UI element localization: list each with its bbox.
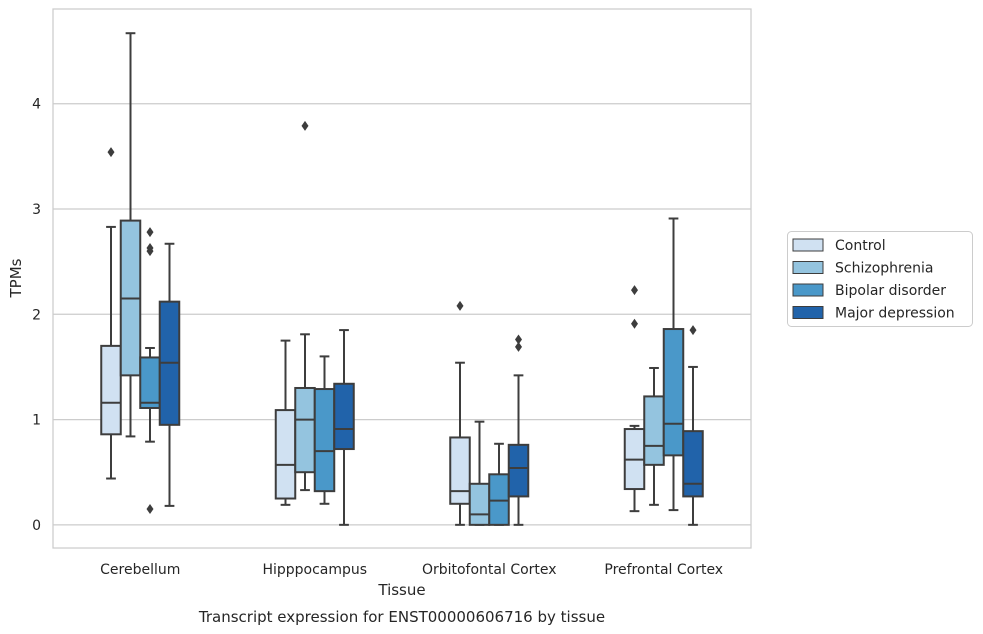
box-3-2 — [662, 217, 685, 512]
box-2-0 — [449, 300, 471, 526]
chart-caption: Transcript expression for ENST0000060671… — [198, 608, 605, 626]
box-body — [507, 443, 530, 498]
x-tick-label-1: Hipppocampus — [262, 562, 367, 578]
box-body — [274, 409, 297, 500]
x-tick-label-3: Prefrontal Cortex — [604, 562, 723, 578]
box-0-1 — [119, 32, 142, 438]
box-body — [313, 388, 336, 493]
x-tick-labels: Cerebellum Hipppocampus Orbitofontal Corte… — [100, 562, 723, 578]
legend-label-3: Major depression — [835, 306, 955, 322]
box-2-2 — [488, 442, 510, 526]
box-body — [488, 473, 510, 526]
plot-frame — [52, 8, 752, 549]
legend-swatch-2 — [792, 283, 824, 297]
box-body — [333, 382, 355, 451]
y-tick-label-4: 4 — [32, 97, 41, 113]
box-2-3 — [507, 334, 530, 526]
y-tick-label-1: 1 — [32, 413, 41, 429]
outlier-0 — [631, 318, 638, 329]
outlier-0 — [107, 147, 115, 158]
outlier-0 — [515, 341, 522, 352]
x-axis-label: Tissue — [377, 581, 425, 599]
box-body — [449, 436, 471, 505]
outlier-2 — [146, 242, 154, 253]
legend-label-2: Bipolar disorder — [835, 283, 946, 299]
x-tick-label-2: Orbitofontal Cortex — [422, 562, 557, 578]
box-body — [100, 344, 122, 436]
x-tick-label-0: Cerebellum — [100, 562, 180, 578]
box-body — [662, 328, 685, 457]
outlier-0 — [301, 120, 309, 131]
box-0-0 — [100, 147, 122, 480]
box-3-3 — [682, 325, 704, 526]
outlier-1 — [515, 334, 522, 345]
box-2-1 — [468, 420, 491, 526]
legend: Control Schizophrenia Bipolar disorder Majo… — [787, 231, 973, 327]
box-body — [682, 430, 704, 498]
box-3-0 — [623, 285, 646, 513]
legend-label-1: Schizophrenia — [835, 261, 933, 277]
outlier-0 — [456, 300, 464, 311]
legend-swatch-3 — [792, 306, 824, 319]
outlier-3 — [146, 227, 154, 238]
box-body — [294, 386, 316, 474]
y-axis-label: TPMs — [7, 258, 25, 298]
outlier-1 — [631, 285, 638, 296]
y-tick-label-2: 2 — [32, 307, 41, 323]
outlier-0 — [689, 325, 697, 336]
y-tick-labels: 0 1 2 3 4 — [32, 97, 41, 534]
box-0-3 — [158, 242, 181, 507]
y-tick-label-0: 0 — [32, 518, 41, 534]
legend-label-0: Control — [835, 238, 886, 254]
legend-frame — [787, 231, 973, 327]
plot-background — [53, 9, 751, 548]
box-1-3 — [333, 329, 355, 526]
box-body — [643, 395, 665, 466]
box-groups — [100, 32, 704, 526]
box-1-0 — [274, 339, 297, 506]
legend-swatch-0 — [792, 238, 824, 252]
outlier-0 — [146, 504, 154, 515]
y-tick-label-3: 3 — [32, 202, 41, 218]
box-body — [468, 482, 491, 526]
legend-swatch-1 — [792, 261, 824, 274]
box-body — [139, 356, 161, 409]
